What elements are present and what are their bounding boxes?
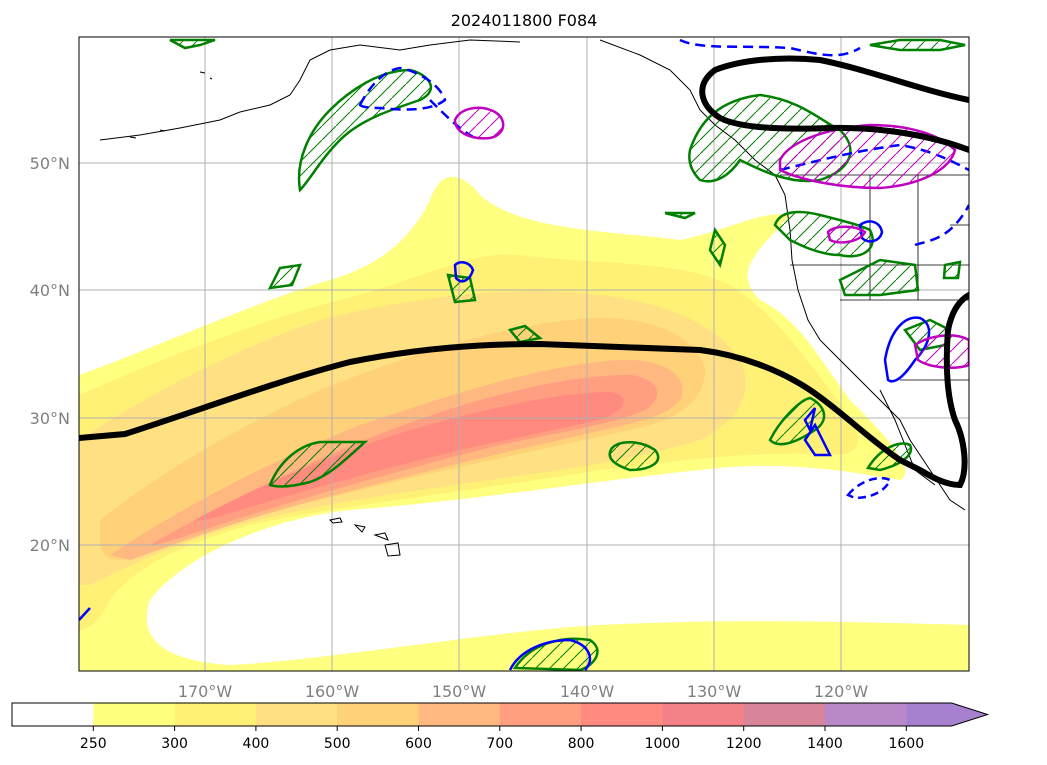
lat-label-50n: 50°N bbox=[30, 154, 70, 173]
blue-contour-mid bbox=[453, 261, 475, 283]
jet-axis-main bbox=[79, 292, 969, 489]
blue-contour-baja bbox=[803, 407, 833, 457]
blue-contour-socal bbox=[883, 316, 931, 383]
jet-axis-north bbox=[699, 55, 969, 153]
colorbar-segment bbox=[499, 703, 582, 726]
green-contour-mid-3 bbox=[608, 441, 660, 472]
blue-contour-south bbox=[79, 607, 592, 671]
green-contour-small bbox=[446, 211, 962, 344]
aleutian-dots bbox=[129, 71, 213, 139]
colorbar-tick-label: 1200 bbox=[726, 736, 762, 752]
colorbar-segment bbox=[337, 703, 419, 726]
hawaii-islands bbox=[328, 517, 401, 557]
blue-contour-ca bbox=[858, 220, 884, 243]
colorbar-segment bbox=[743, 703, 826, 726]
green-contour-ca bbox=[773, 210, 874, 258]
lat-label-30n: 30°N bbox=[30, 409, 70, 428]
colorbar-tick-label: 300 bbox=[161, 736, 188, 752]
ivt-shading bbox=[79, 176, 969, 671]
lat-label-40n: 40°N bbox=[30, 281, 70, 300]
green-contour-mid-1 bbox=[267, 263, 302, 290]
colorbar-segment bbox=[93, 703, 176, 726]
green-contour-mid-2 bbox=[268, 440, 369, 488]
lon-label-140w: 140°W bbox=[560, 682, 615, 701]
green-contour-baja bbox=[865, 442, 913, 472]
colorbar: 250 300 400 500 600 700 800 1000 1200 1400 1600 bbox=[11, 702, 990, 752]
colorbar-tick-label: 500 bbox=[324, 736, 351, 752]
lon-label-120w: 120°W bbox=[814, 682, 869, 701]
lon-label-130w: 130°W bbox=[687, 682, 742, 701]
green-contour-nw-top bbox=[169, 38, 966, 52]
graticule bbox=[79, 37, 969, 671]
lon-labels: 170°W 160°W 150°W 140°W 130°W 120°W bbox=[178, 682, 869, 701]
colorbar-tick-label: 800 bbox=[568, 736, 595, 752]
colorbar-segment bbox=[662, 703, 745, 726]
map-area bbox=[79, 37, 969, 671]
colorbar-segment bbox=[255, 703, 338, 726]
jet-axis bbox=[79, 55, 969, 489]
magenta-contour-ca bbox=[826, 225, 867, 244]
map-frame bbox=[78, 36, 970, 672]
colorbar-frame bbox=[11, 702, 990, 727]
colorbar-tick-label: 1000 bbox=[645, 736, 681, 752]
colorbar-segment bbox=[825, 703, 907, 726]
colorbar-tick-label: 1400 bbox=[807, 736, 843, 752]
blue-contour-baja-dashed bbox=[845, 476, 892, 500]
colorbar-segment bbox=[581, 703, 663, 726]
colorbar-tick-label: 1600 bbox=[888, 736, 924, 752]
alaska-coast bbox=[99, 39, 521, 141]
colorbar-tick-label: 600 bbox=[405, 736, 432, 752]
lat-labels: 20°N 30°N 40°N 50°N bbox=[30, 154, 70, 555]
colorbar-tick-label: 250 bbox=[80, 736, 107, 752]
magenta-contour-gulf bbox=[453, 106, 505, 140]
colorbar-tick-label: 400 bbox=[243, 736, 270, 752]
magenta-contour-socal bbox=[913, 334, 969, 369]
lon-label-160w: 160°W bbox=[305, 682, 360, 701]
colorbar-segment bbox=[174, 703, 257, 726]
colorbar-segment bbox=[12, 703, 94, 726]
magenta-contours bbox=[453, 106, 969, 369]
lon-label-150w: 150°W bbox=[432, 682, 487, 701]
blue-contour-alaska bbox=[358, 66, 447, 111]
shade-800 bbox=[195, 392, 624, 521]
lon-label-170w: 170°W bbox=[178, 682, 233, 701]
colorbar-segment bbox=[906, 703, 988, 726]
colorbar-tick-label: 700 bbox=[486, 736, 513, 752]
map-title: 2024011800 F084 bbox=[451, 11, 598, 30]
lat-label-20n: 20°N bbox=[30, 536, 70, 555]
colorbar-segment bbox=[418, 703, 501, 726]
